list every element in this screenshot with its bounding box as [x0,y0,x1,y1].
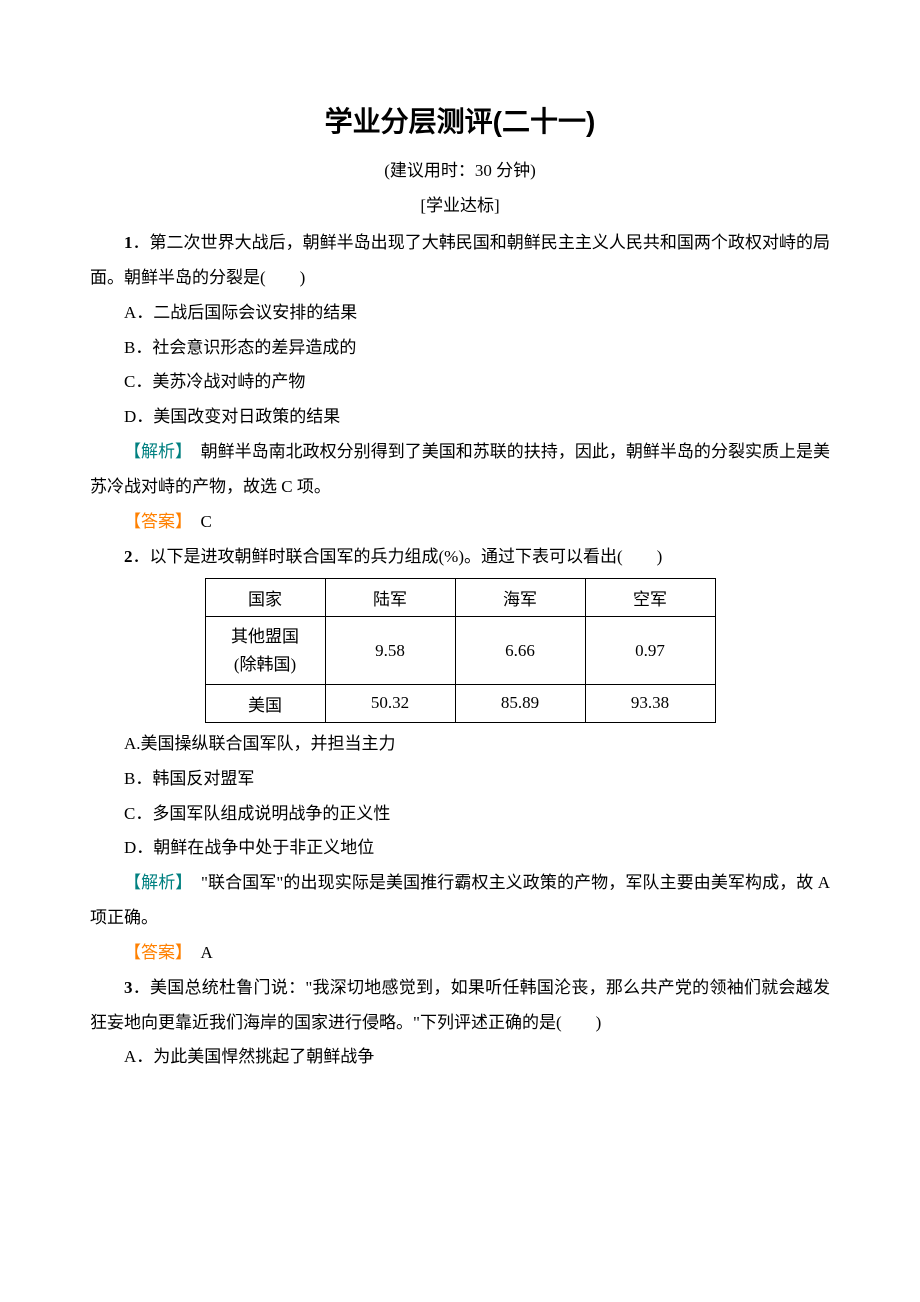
question-1-answer: 【答案】 C [90,505,830,540]
question-1-option-b: B．社会意识形态的差异造成的 [90,331,830,366]
table-cell-value: 0.97 [585,617,715,684]
table-header-army: 陆军 [325,579,455,617]
table-cell-value: 93.38 [585,684,715,722]
question-1-analysis: 【解析】 朝鲜半岛南北政权分别得到了美国和苏联的扶持，因此，朝鲜半岛的分裂实质上… [90,435,830,505]
question-1-stem-text: ．第二次世界大战后，朝鲜半岛出现了大韩民国和朝鲜民主主义人民共和国两个政权对峙的… [90,233,830,287]
question-2-option-c: C．多国军队组成说明战争的正义性 [90,797,830,832]
table-cell-value: 6.66 [455,617,585,684]
question-2-answer: 【答案】 A [90,936,830,971]
table-cell-country: 其他盟国 (除韩国) [205,617,325,684]
table-header-airforce: 空军 [585,579,715,617]
answer-label: 【答案】 [124,512,184,531]
page-subtitle: (建议用时：30 分钟) [90,156,830,181]
question-2-number: 2 [124,547,133,566]
question-3-stem-text: ．美国总统杜鲁门说："我深切地感觉到，如果听任韩国沦丧，那么共产党的领袖们就会越… [90,978,830,1032]
question-2-stem-text: ．以下是进攻朝鲜时联合国军的兵力组成(%)。通过下表可以看出( ) [133,547,663,566]
table-cell-value: 85.89 [455,684,585,722]
question-2-option-d: D．朝鲜在战争中处于非正义地位 [90,831,830,866]
question-3-option-a: A．为此美国悍然挑起了朝鲜战争 [90,1040,830,1075]
question-3-stem: 3．美国总统杜鲁门说："我深切地感觉到，如果听任韩国沦丧，那么共产党的领袖们就会… [90,971,830,1041]
table-header-row: 国家 陆军 海军 空军 [205,579,715,617]
analysis-label: 【解析】 [124,442,184,461]
analysis-label: 【解析】 [124,873,184,892]
question-1-stem: 1．第二次世界大战后，朝鲜半岛出现了大韩民国和朝鲜民主主义人民共和国两个政权对峙… [90,226,830,296]
table-row: 美国 50.32 85.89 93.38 [205,684,715,722]
question-2-option-a: A.美国操纵联合国军队，并担当主力 [90,727,830,762]
table-cell-value: 9.58 [325,617,455,684]
question-2-table-wrap: 国家 陆军 海军 空军 其他盟国 (除韩国) 9.58 6.66 0.97 美国 … [90,578,830,722]
table-header-country: 国家 [205,579,325,617]
question-2-stem: 2．以下是进攻朝鲜时联合国军的兵力组成(%)。通过下表可以看出( ) [90,540,830,575]
page-title: 学业分层测评(二十一) [90,100,830,140]
question-1-option-a: A．二战后国际会议安排的结果 [90,296,830,331]
answer-text: A [184,943,213,962]
section-label: [学业达标] [90,191,830,216]
question-2-option-b: B．韩国反对盟军 [90,762,830,797]
question-1-option-d: D．美国改变对日政策的结果 [90,400,830,435]
question-2-analysis: 【解析】 "联合国军"的出现实际是美国推行霸权主义政策的产物，军队主要由美军构成… [90,866,830,936]
country-line2: (除韩国) [234,655,296,674]
analysis-text: "联合国军"的出现实际是美国推行霸权主义政策的产物，军队主要由美军构成，故 A … [90,873,830,927]
answer-text: C [184,512,212,531]
table-cell-value: 50.32 [325,684,455,722]
table-header-navy: 海军 [455,579,585,617]
analysis-text: 朝鲜半岛南北政权分别得到了美国和苏联的扶持，因此，朝鲜半岛的分裂实质上是美苏冷战… [90,442,830,496]
country-line1: 其他盟国 [231,627,299,646]
question-1-number: 1 [124,233,133,252]
question-1-option-c: C．美苏冷战对峙的产物 [90,365,830,400]
question-3-number: 3 [124,978,133,997]
question-2-table: 国家 陆军 海军 空军 其他盟国 (除韩国) 9.58 6.66 0.97 美国 … [205,578,716,722]
table-row: 其他盟国 (除韩国) 9.58 6.66 0.97 [205,617,715,684]
answer-label: 【答案】 [124,943,184,962]
table-cell-country: 美国 [205,684,325,722]
